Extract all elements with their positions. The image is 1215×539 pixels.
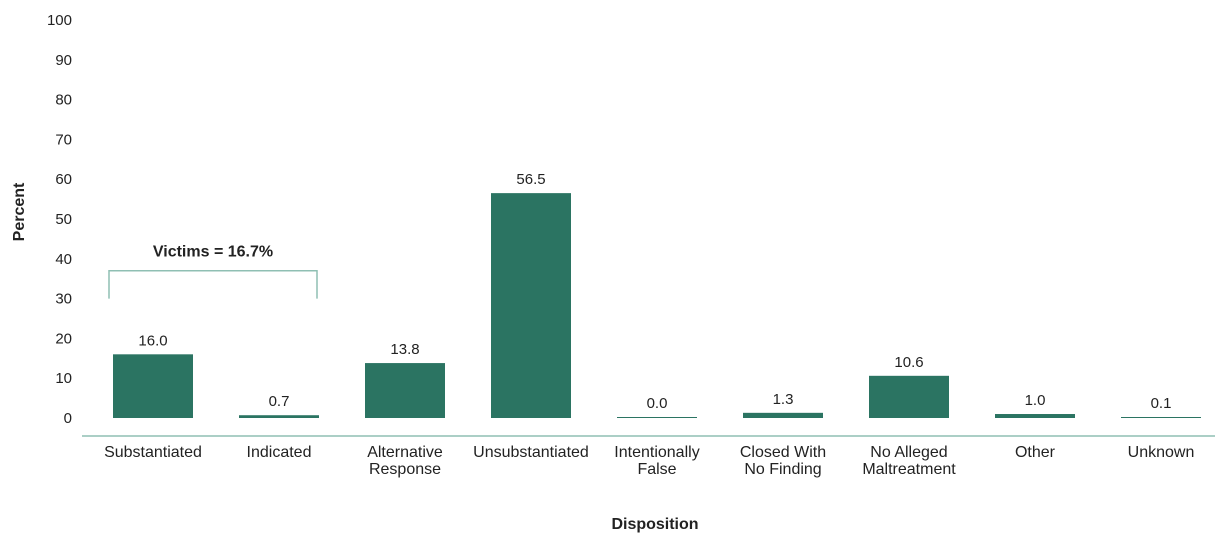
x-axis-label: Disposition (611, 516, 698, 533)
y-tick-label: 80 (55, 92, 72, 109)
category-label-line: Indicated (247, 444, 312, 461)
category-label: Intentionally False (614, 444, 699, 478)
category-label-line: Alternative (367, 444, 443, 461)
category-label: Closed With No Finding (740, 444, 826, 478)
category-label-line: Substantiated (104, 444, 202, 461)
data-label: 0.7 (269, 393, 290, 410)
data-label: 16.0 (138, 332, 167, 349)
victims-annotation-text: Victims = 16.7% (153, 244, 273, 261)
y-tick-label: 50 (55, 211, 72, 228)
category-label: Indicated (247, 444, 312, 461)
bar (617, 417, 697, 418)
bar (743, 412, 823, 418)
data-label: 13.8 (390, 341, 419, 358)
category-label-line: No Alleged (870, 444, 947, 461)
y-axis-ticks: 0 10 20 30 40 50 60 70 80 90 100 (47, 12, 72, 427)
category-label-line: Maltreatment (862, 461, 956, 478)
y-tick-label: 40 (55, 251, 72, 268)
bar (869, 375, 949, 418)
bar (365, 363, 445, 418)
data-label: 10.6 (894, 354, 923, 371)
y-tick-label: 60 (55, 171, 72, 188)
category-label: Unsubstantiated (473, 444, 589, 461)
data-label: 1.0 (1025, 392, 1046, 409)
category-label: Unknown (1128, 444, 1195, 461)
category-label-line: Other (1015, 444, 1056, 461)
y-tick-label: 10 (55, 370, 72, 387)
category-label-line: Response (369, 461, 441, 478)
category-label-line: Closed With (740, 444, 826, 461)
bar (491, 193, 571, 418)
y-tick-label: 90 (55, 52, 72, 69)
y-tick-label: 100 (47, 12, 72, 29)
category-label-line: Intentionally (614, 444, 699, 461)
bar (1121, 417, 1201, 418)
data-label: 0.0 (647, 395, 668, 412)
victims-annotation: Victims = 16.7% (108, 244, 318, 299)
category-label-line: No Finding (744, 461, 821, 478)
data-label: 56.5 (516, 171, 545, 188)
x-axis-ticks: Substantiated Indicated Alternative Respons… (104, 444, 1194, 478)
bar (239, 415, 319, 418)
category-label: Alternative Response (367, 444, 443, 478)
y-tick-label: 30 (55, 291, 72, 308)
victims-bracket (108, 269, 318, 299)
category-label-line: Unknown (1128, 444, 1195, 461)
data-label: 0.1 (1151, 395, 1172, 412)
category-label-line: Unsubstantiated (473, 444, 589, 461)
category-label: No Alleged Maltreatment (862, 444, 956, 478)
bars (113, 193, 1201, 418)
category-label: Substantiated (104, 444, 202, 461)
bar (995, 414, 1075, 418)
data-label: 1.3 (773, 391, 794, 408)
bar (113, 354, 193, 418)
value-labels: 16.0 0.7 13.8 56.5 0.0 1.3 10.6 1.0 0.1 (138, 171, 1171, 412)
y-tick-label: 20 (55, 330, 72, 347)
y-tick-label: 70 (55, 131, 72, 148)
y-tick-label: 0 (64, 410, 72, 427)
category-label: Other (1015, 444, 1056, 461)
category-label-line: False (637, 461, 676, 478)
y-axis-label: Percent (11, 182, 28, 241)
